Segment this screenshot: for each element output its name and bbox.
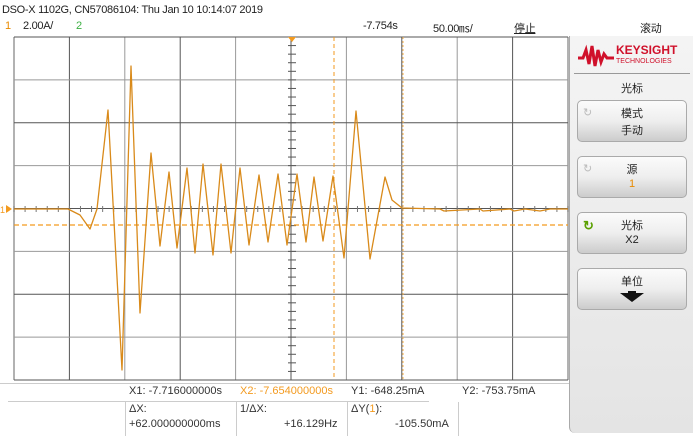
delta-x-value: +62.000000000ms (129, 418, 221, 430)
softkey-label: 光标 (621, 220, 643, 232)
divider (8, 401, 429, 402)
divider (574, 73, 690, 74)
delta-y-value: -105.50mA (395, 418, 449, 430)
rotate-knob-icon: ↻ (583, 107, 593, 119)
cursor-x1-readout: X1: -7.716000000s (129, 385, 222, 397)
softkey-panel: KEYSIGHT TECHNOLOGIES 光标 ↻ 模式 手动 ↻ 源 1 ↻… (569, 36, 693, 433)
softkey-value: 1 (628, 178, 636, 190)
ch1-trace (14, 65, 568, 371)
softkey-mode[interactable]: ↻ 模式 手动 (577, 100, 687, 142)
trigger-marker-icon (288, 37, 296, 42)
run-state[interactable]: 停止 (514, 23, 536, 35)
arrow-down-icon (620, 291, 644, 302)
ch1-ground-label: 1 (0, 205, 5, 215)
softkey-value: 手动 (621, 125, 643, 137)
rotate-knob-icon: ↻ (583, 218, 594, 233)
waveform-display[interactable]: 1 (0, 34, 570, 384)
ch2-number[interactable]: 2 (76, 20, 82, 32)
ch1-number[interactable]: 1 (5, 20, 11, 32)
inverse-delta-x-value: +16.129Hz (284, 418, 338, 430)
brand-sub: TECHNOLOGIES (616, 58, 672, 65)
softkey-label: 源 (626, 164, 638, 176)
time-offset[interactable]: -7.754s (363, 20, 398, 32)
softkey-value: X2 (625, 234, 639, 246)
delta-y-label: ΔY(1): (351, 403, 383, 415)
menu-title: 光标 (621, 83, 643, 95)
delta-x-label: ΔX: (129, 403, 147, 415)
cursor-x2-readout: X2: -7.654000000s (240, 385, 333, 397)
ch1-ground-marker-icon (6, 205, 12, 213)
inverse-delta-x-label: 1/ΔX: (240, 403, 267, 415)
acquisition-mode[interactable]: 滚动 (640, 23, 662, 35)
softkey-cursor[interactable]: ↻ 光标 X2 (577, 212, 687, 254)
cursor-y1-readout: Y1: -648.25mA (351, 385, 425, 397)
keysight-logo-icon (578, 44, 614, 68)
rotate-knob-icon: ↻ (583, 163, 593, 175)
cursor-y2-readout: Y2: -753.75mA (462, 385, 536, 397)
softkey-units[interactable]: 单位 (577, 268, 687, 310)
brand-name: KEYSIGHT (616, 43, 678, 57)
window-title: DSO-X 1102G, CN57086104: Thu Jan 10 10:1… (2, 4, 263, 16)
ch1-scale[interactable]: 2.00A/ (23, 20, 54, 32)
time-scale[interactable]: 50.00㎳/ (433, 23, 473, 35)
divider (0, 383, 569, 384)
softkey-source[interactable]: ↻ 源 1 (577, 156, 687, 198)
softkey-label: 单位 (621, 276, 643, 288)
softkey-label: 模式 (621, 108, 643, 120)
